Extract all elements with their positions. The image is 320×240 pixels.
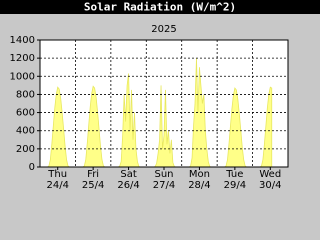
- title-bar: [0, 0, 320, 14]
- y-tick-label: 600: [16, 108, 35, 119]
- x-tick-label: Mon 28/4: [188, 169, 211, 191]
- y-tick-label: 1400: [10, 35, 35, 46]
- y-tick-label: 400: [16, 126, 35, 137]
- chart-title: Solar Radiation (W/m^2): [84, 1, 236, 14]
- y-tick-label: 200: [16, 144, 35, 155]
- chart-subtitle: 2025: [151, 24, 176, 35]
- chart: Solar Radiation (W/m^2) 2025 0 200 400 600 8…: [0, 0, 320, 173]
- plot-border: [39, 39, 289, 168]
- x-tick-label: Fri 25/4: [81, 169, 105, 191]
- y-tick-label: 1200: [10, 53, 35, 64]
- page: Solar Radiation (W/m^2) 2025 0 200 400 600 8…: [0, 0, 320, 191]
- y-tick-label: 800: [16, 89, 35, 100]
- y-tick-label: 1000: [10, 71, 35, 82]
- x-tick-label: Thu 24/4: [46, 169, 69, 191]
- x-tick-label: Tue 29/4: [223, 169, 247, 191]
- x-tick-label: Wed 30/4: [259, 169, 282, 191]
- y-tick-label: 0: [29, 162, 35, 173]
- x-tick-label: Sat 26/4: [117, 169, 140, 191]
- x-tick-label: Sun 27/4: [152, 169, 176, 191]
